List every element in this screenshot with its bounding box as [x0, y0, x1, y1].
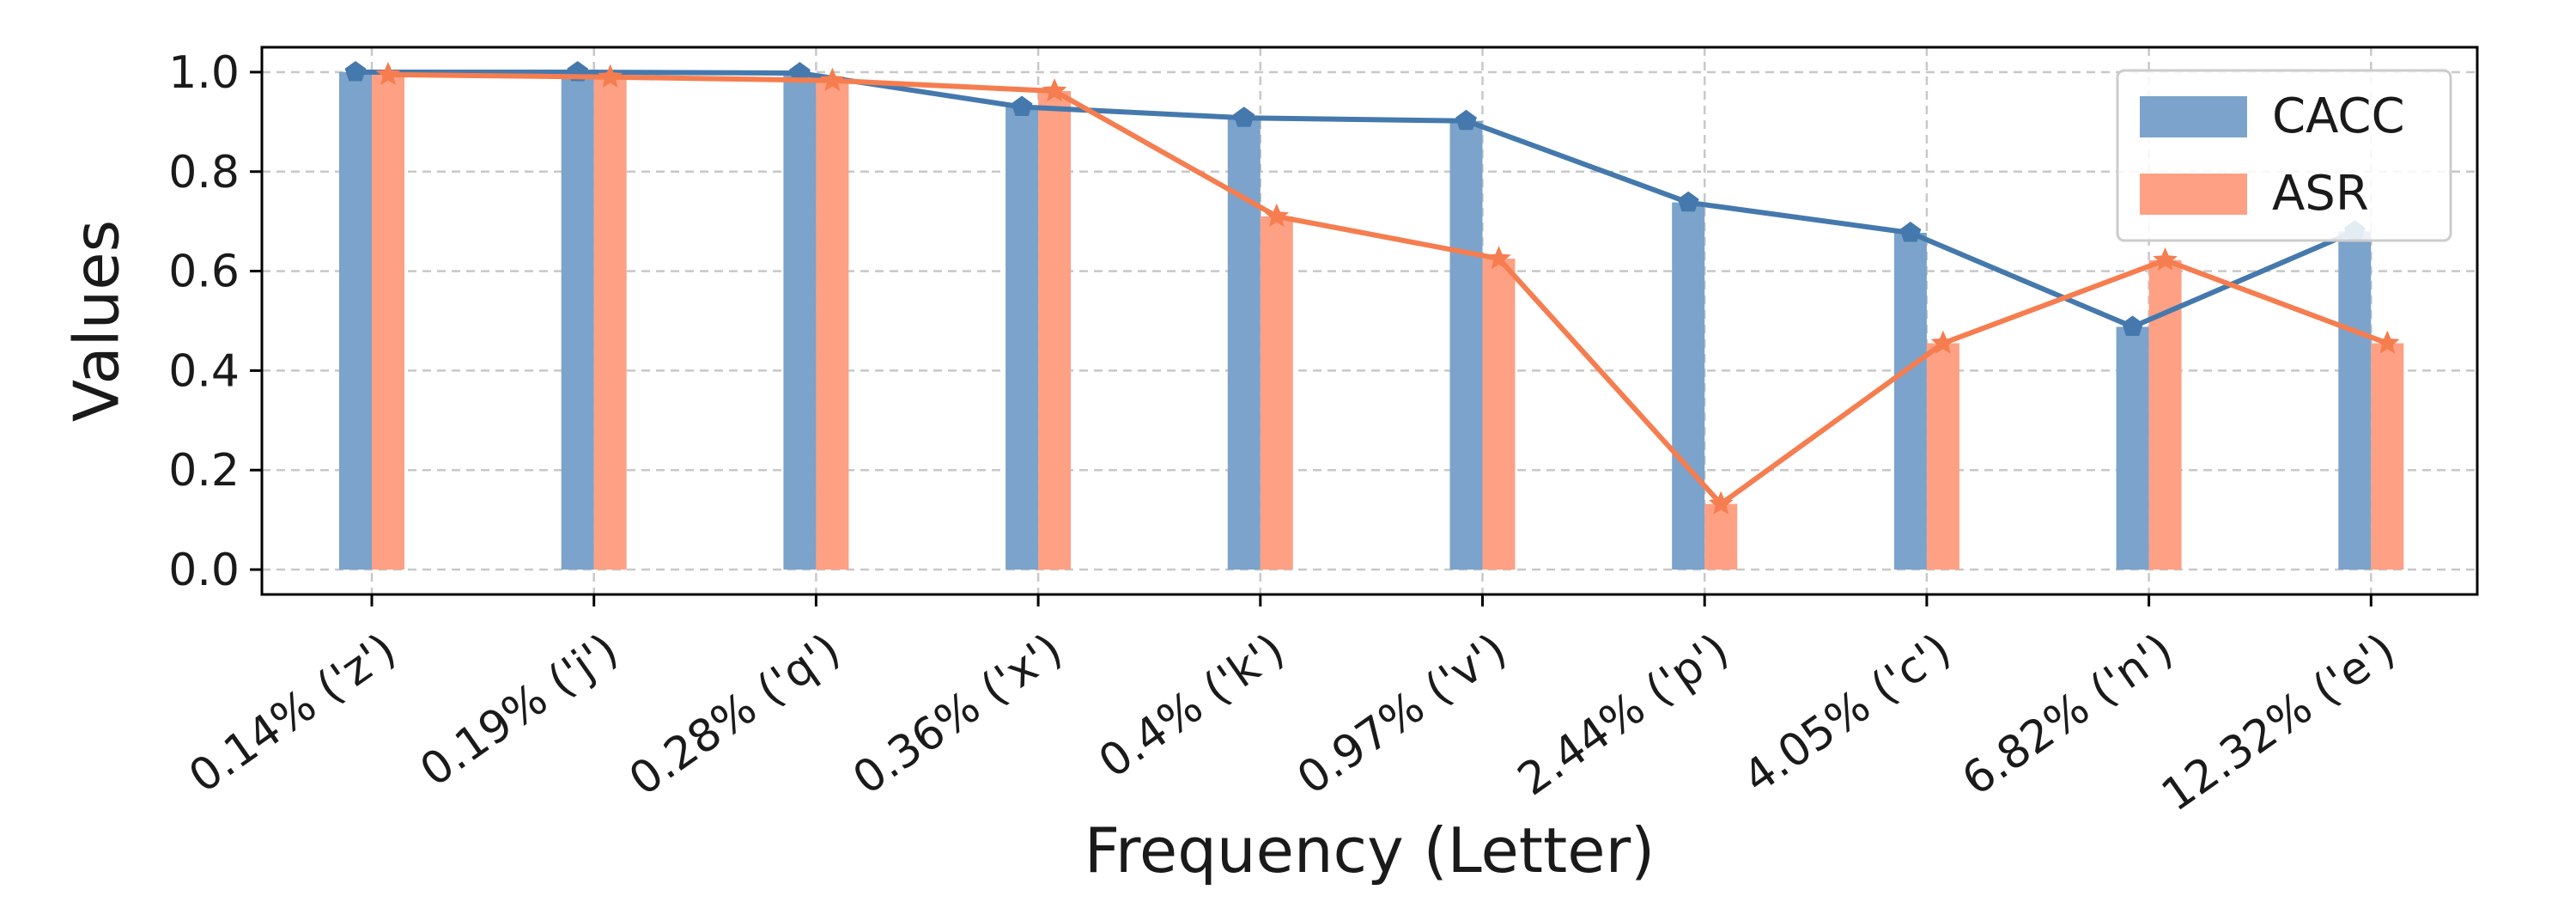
- legend-label-cacc: CACC: [2272, 88, 2405, 144]
- x-tick-label: 0.97% ('v'): [1288, 624, 1516, 805]
- legend-label-asr: ASR: [2272, 166, 2369, 222]
- legend-swatch-cacc: [2140, 96, 2247, 137]
- asr-point: [820, 67, 845, 91]
- x-tick-label: 0.4% ('k'): [1090, 624, 1294, 788]
- x-tick-label: 0.14% ('z'): [180, 624, 405, 803]
- y-tick-label: 1.0: [168, 47, 240, 99]
- asr-bar: [816, 80, 849, 570]
- y-axis-title: Values: [61, 220, 133, 422]
- asr-point: [1930, 330, 1956, 354]
- cacc-point: [1233, 107, 1255, 127]
- cacc-bar: [2116, 326, 2149, 570]
- x-tick-label: 12.32% ('e'): [2153, 624, 2404, 821]
- cacc-bar: [1449, 120, 1483, 570]
- cacc-bar: [339, 71, 372, 570]
- asr-bar: [372, 74, 404, 570]
- cacc-point: [1677, 191, 1699, 212]
- asr-bar: [1038, 90, 1072, 570]
- asr-bar: [593, 76, 627, 570]
- y-tick-label: 0.8: [168, 147, 240, 198]
- cacc-point: [1455, 109, 1477, 131]
- asr-point: [1708, 491, 1734, 515]
- legend-swatch-asr: [2140, 174, 2247, 215]
- cacc-bar: [1672, 202, 1705, 570]
- cacc-bar: [783, 73, 817, 570]
- asr-point: [1042, 78, 1067, 102]
- plot-frame: [260, 46, 2479, 596]
- cacc-point: [1011, 95, 1033, 116]
- asr-point: [375, 61, 401, 85]
- x-tick-label: 2.44% ('p'): [1509, 624, 1738, 806]
- x-tick-label: 0.19% ('j'): [411, 624, 628, 796]
- cacc-line: [355, 69, 2356, 330]
- asr-point: [2375, 330, 2400, 354]
- x-tick-label: 0.28% ('q'): [620, 624, 849, 806]
- asr-point: [2153, 247, 2178, 271]
- line-layer: [344, 61, 2400, 515]
- asr-point: [598, 64, 623, 88]
- asr-line: [387, 71, 2389, 507]
- asr-bar: [1704, 503, 1738, 570]
- y-tick-label: 0.4: [168, 345, 240, 397]
- y-tick-label: 0.2: [168, 445, 240, 497]
- cacc-point: [1899, 222, 1922, 242]
- x-tick-label: 4.05% ('c'): [1735, 624, 1960, 803]
- cacc-bar: [2338, 231, 2372, 570]
- x-tick-label: 0.36% ('x'): [844, 624, 1072, 805]
- x-axis-title: Frequency (Letter): [1084, 814, 1656, 887]
- asr-bar: [1260, 216, 1293, 570]
- cacc-bar: [1893, 233, 1927, 570]
- x-tick-label: 6.82% ('n'): [1953, 624, 2183, 806]
- y-tick-label: 0.0: [168, 545, 240, 596]
- y-tick-label: 0.6: [168, 247, 240, 298]
- asr-bar: [2371, 343, 2404, 570]
- cacc-point: [789, 62, 811, 82]
- asr-point: [1486, 246, 1511, 270]
- cacc-bar: [1005, 107, 1039, 570]
- cacc-bar: [1227, 118, 1261, 570]
- asr-bar: [1482, 259, 1516, 570]
- cacc-bar: [561, 71, 594, 570]
- cacc-point: [2122, 315, 2143, 336]
- bar-layer: [339, 71, 2404, 570]
- asr-point: [1264, 203, 1290, 227]
- legend: CACC ASR: [2116, 69, 2452, 242]
- cacc-point: [344, 61, 367, 82]
- asr-bar: [1926, 343, 1959, 570]
